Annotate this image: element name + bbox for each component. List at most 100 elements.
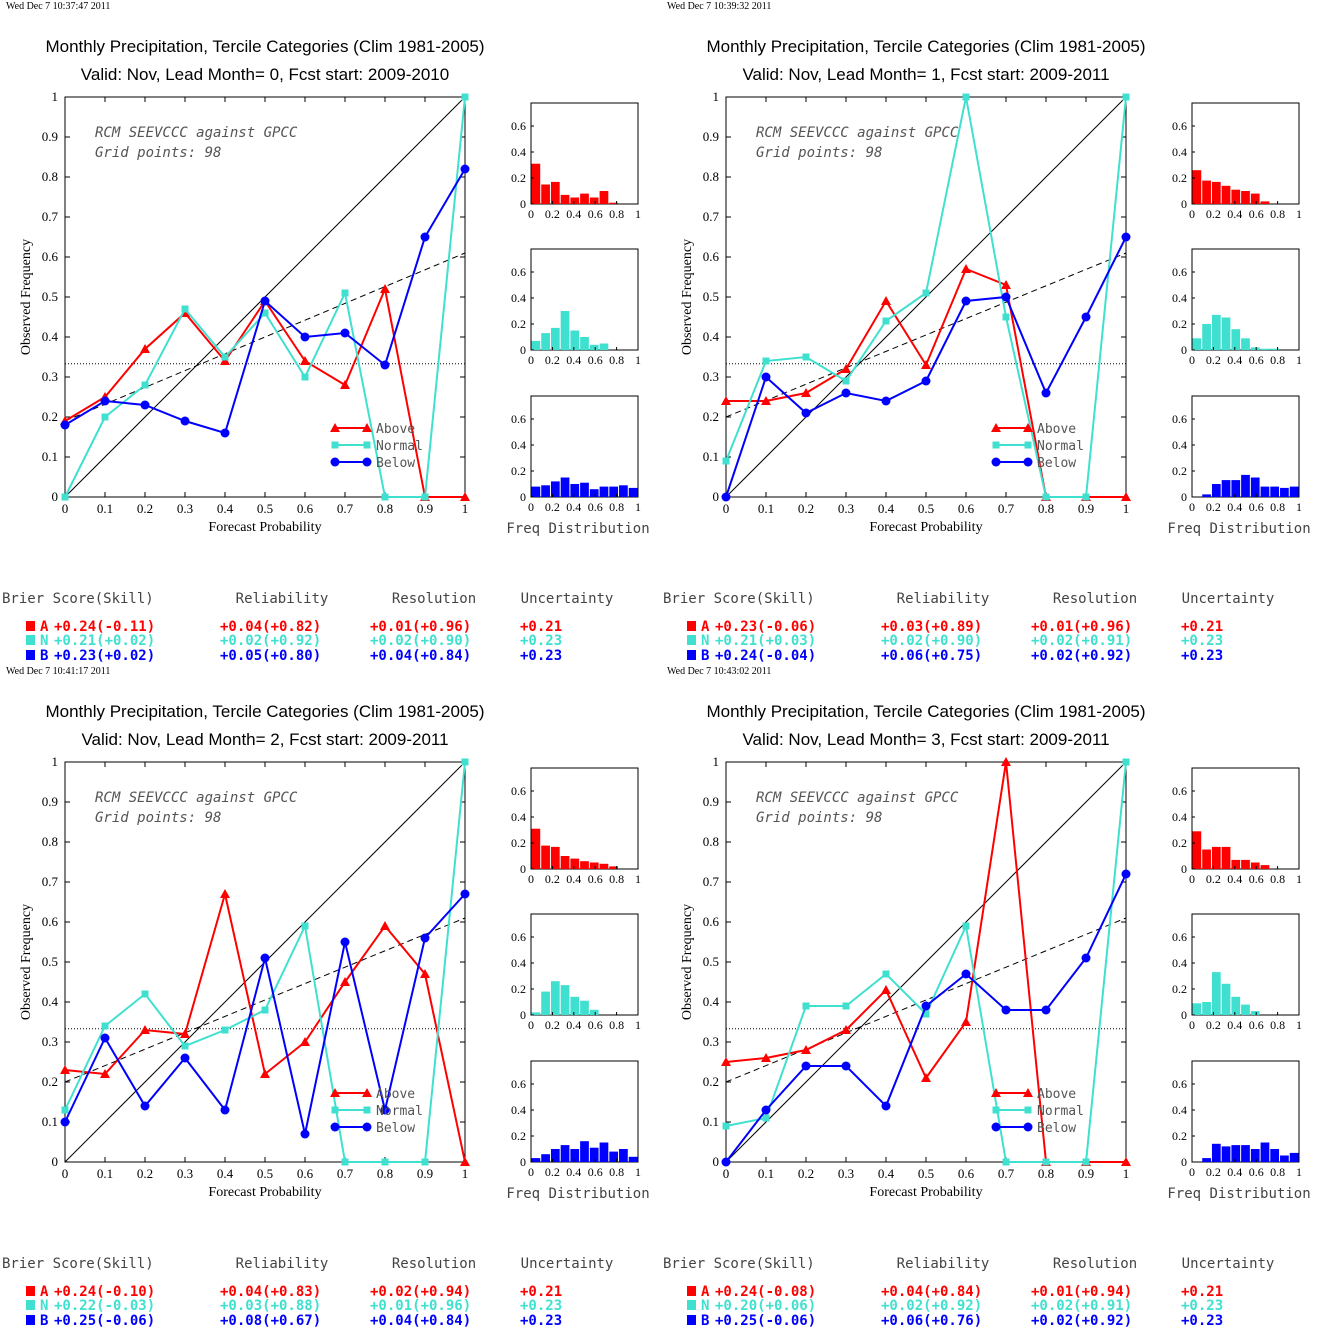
histogram-x-tick-label: 0.6: [1249, 353, 1264, 367]
score-brier: +0.25(-0.06): [715, 1313, 816, 1329]
score-uncertainty: +0.21: [1181, 619, 1223, 635]
x-tick-label: 0.2: [798, 501, 814, 516]
histogram-y-tick-label: 0.2: [511, 171, 526, 185]
histogram-x-tick-label: 0.4: [1227, 872, 1242, 886]
point-above: [300, 356, 310, 365]
histogram-bar: [1202, 849, 1211, 869]
point-below: [1041, 388, 1051, 398]
histogram-x-tick-label: 0.8: [1270, 1018, 1285, 1032]
score-category: B: [701, 648, 709, 664]
point-normal: [1082, 493, 1090, 501]
score-brier: +0.21(+0.02): [54, 633, 155, 649]
x-tick-label: 0: [723, 501, 730, 516]
score-category: A: [701, 1284, 710, 1300]
score-category: A: [40, 619, 49, 635]
histogram-y-tick-label: 0: [1181, 862, 1187, 876]
score-swatch-B: [26, 1315, 35, 1325]
score-reliability: +0.08(+0.67): [220, 1313, 321, 1329]
histogram-y-tick-label: 0: [520, 343, 526, 357]
y-axis-label: Observed Frequency: [680, 904, 695, 1020]
x-tick-label: 0: [62, 501, 69, 516]
point-above: [340, 380, 350, 389]
histogram-x-tick-label: 0.6: [1249, 1165, 1264, 1179]
histogram-bar: [1280, 487, 1289, 497]
x-tick-label: 0.7: [337, 501, 354, 516]
histogram-bar: [619, 485, 628, 497]
score-swatch-A: [26, 1286, 35, 1296]
histogram-bar: [1260, 486, 1270, 497]
chart-title: Monthly Precipitation, Tercile Categorie…: [706, 702, 1145, 721]
histogram-bar: [541, 1154, 550, 1162]
y-tick-label: 0.8: [703, 169, 719, 184]
histogram-bar: [1202, 324, 1211, 350]
histogram-bar: [560, 311, 570, 350]
chart-subtitle: Valid: Nov, Lead Month= 0, Fcst start: 2…: [81, 65, 449, 84]
histogram-above: 0 0.2 0.4 0.6 0.8 1 0 0.2 0.4 0.6: [511, 102, 641, 221]
x-tick-label: 0.6: [958, 1166, 975, 1181]
point-below: [260, 296, 270, 306]
point-below: [1001, 292, 1011, 302]
timestamp: Wed Dec 7 10:41:17 2011: [6, 666, 110, 677]
histogram-above: 0 0.2 0.4 0.6 0.8 1 0 0.2 0.4 0.6: [511, 767, 641, 886]
histogram-x-tick-label: 0.4: [1227, 207, 1242, 221]
score-uncertainty: +0.23: [1181, 633, 1223, 649]
y-axis-label: Observed Frequency: [19, 239, 34, 355]
score-resolution: +0.02(+0.94): [370, 1284, 471, 1300]
histogram-bar: [541, 845, 550, 869]
y-tick-label: 0.2: [42, 409, 58, 424]
point-below: [340, 937, 350, 947]
y-tick-label: 0.5: [703, 954, 719, 969]
histogram-x-tick-label: 0.2: [1206, 500, 1221, 514]
histogram-x-tick-label: 1: [1296, 207, 1302, 221]
histogram-bar: [580, 337, 589, 350]
point-below: [721, 492, 731, 502]
x-tick-label: 1: [462, 501, 469, 516]
legend-label-below: Below: [1037, 456, 1076, 471]
histogram-x-tick-label: 0.4: [1227, 1165, 1242, 1179]
histogram-bar: [1231, 329, 1241, 350]
histogram-x-tick-label: 0.2: [545, 1165, 560, 1179]
histogram-x-tick-label: 0: [1189, 207, 1195, 221]
histogram-bar: [541, 333, 550, 350]
panel-svg: Wed Dec 7 10:41:17 2011 Monthly Precipita…: [2, 666, 650, 1329]
x-tick-label: 0.2: [137, 501, 153, 516]
histogram-x-tick-label: 0.6: [588, 353, 603, 367]
point-normal: [1122, 93, 1130, 101]
point-above: [260, 1069, 270, 1078]
point-normal: [421, 1158, 429, 1166]
x-tick-label: 0.2: [798, 1166, 814, 1181]
histogram-normal: 0 0.2 0.4 0.6 0.8 1 0 0.2 0.4 0.6: [1172, 248, 1302, 367]
score-resolution: +0.04(+0.84): [370, 1313, 471, 1329]
point-normal: [461, 758, 469, 766]
y-tick-label: 0.5: [42, 289, 58, 304]
score-header-resolution: Resolution: [1053, 591, 1137, 607]
histogram-x-tick-label: 0.8: [609, 353, 624, 367]
score-swatch-N: [26, 635, 35, 645]
point-normal: [141, 381, 149, 389]
histogram-bar: [1202, 180, 1211, 204]
x-tick-label: 0.9: [417, 1166, 433, 1181]
legend-label-below: Below: [376, 1121, 415, 1136]
histogram-bar: [1221, 846, 1231, 869]
histogram-y-tick-label: 0.4: [511, 291, 526, 305]
histogram-x-tick-label: 0.8: [1270, 872, 1285, 886]
histogram-x-tick-label: 0.6: [588, 1018, 603, 1032]
histogram-x-tick-label: 1: [635, 207, 641, 221]
histogram-bar: [570, 996, 580, 1015]
point-above: [801, 388, 811, 397]
histogram-bar: [1289, 486, 1299, 497]
histogram-bar: [1241, 338, 1250, 350]
histogram-normal: 0 0.2 0.4 0.6 0.8 1 0 0.2 0.4 0.6: [511, 248, 641, 367]
histogram-bar: [1260, 348, 1270, 350]
point-normal: [802, 353, 810, 361]
point-normal: [1122, 758, 1130, 766]
legend-marker: [1024, 1106, 1032, 1114]
x-tick-label: 1: [1123, 1166, 1130, 1181]
score-header-brier: Brier Score(Skill): [663, 591, 815, 607]
histogram-bar: [609, 1151, 619, 1162]
point-above: [340, 977, 350, 986]
y-tick-label: 0.3: [703, 1034, 719, 1049]
score-uncertainty: +0.23: [1181, 1313, 1223, 1329]
score-resolution: +0.01(+0.96): [370, 619, 471, 635]
score-resolution: +0.01(+0.94): [1031, 1284, 1132, 1300]
